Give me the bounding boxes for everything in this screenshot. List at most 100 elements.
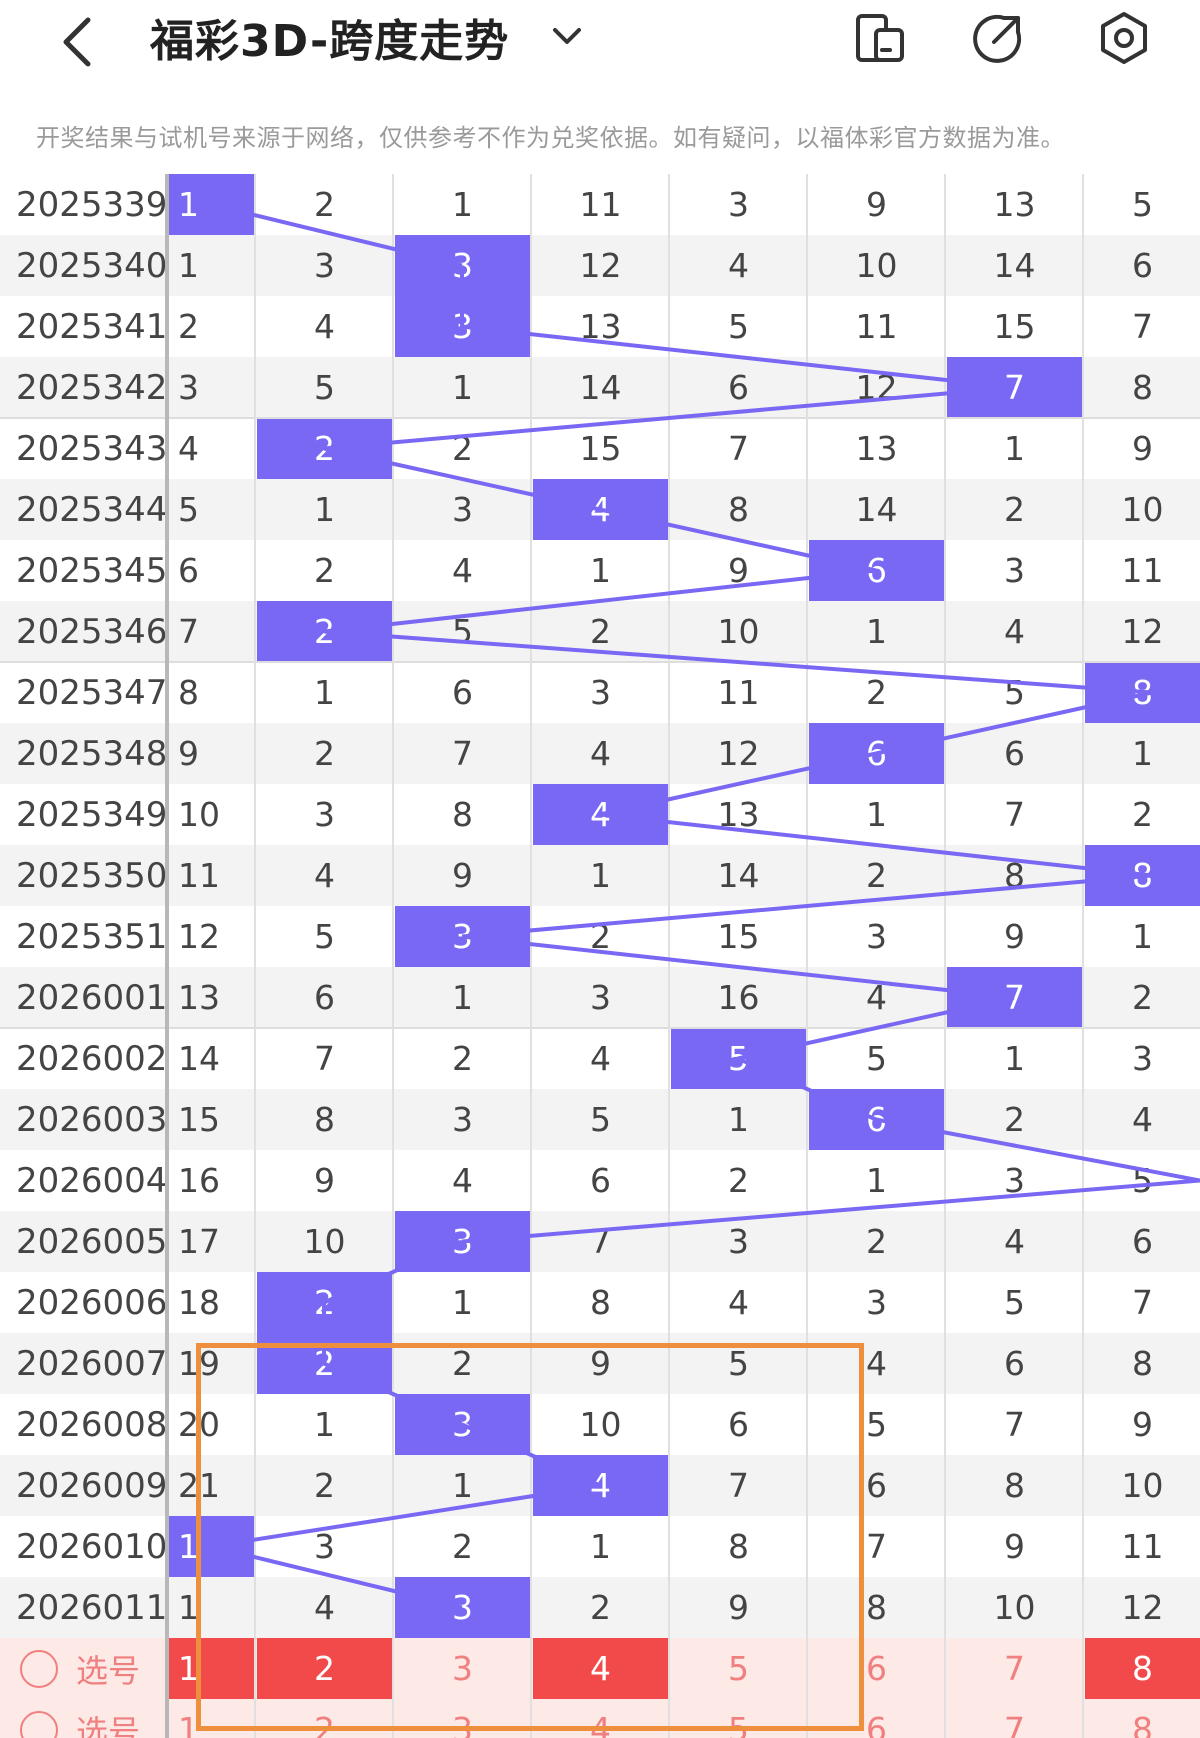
period-number: 2025346 xyxy=(16,611,168,652)
omission-cell: 9 xyxy=(728,1588,749,1627)
settings-icon[interactable] xyxy=(1096,10,1152,66)
omission-cell: 9 xyxy=(314,1161,335,1200)
share-icon[interactable] xyxy=(970,10,1026,66)
period-number: 2025341 xyxy=(16,306,168,347)
pick-row-label[interactable]: 选号 xyxy=(20,1638,140,1699)
table-row: 2025350 11 4 9 1 14 2 8 8 xyxy=(0,845,1200,906)
omission-cell: 7 xyxy=(452,734,473,773)
omission-cell: 6 xyxy=(728,368,749,407)
omission-cell: 4 xyxy=(314,856,335,895)
omission-cell: 5 xyxy=(452,612,473,651)
span-hit-cell: 8 xyxy=(1085,662,1200,723)
omission-cell: 5 xyxy=(1004,673,1025,712)
pick-number-selected[interactable]: 8 xyxy=(1085,1638,1200,1699)
period-number: 2026004 xyxy=(16,1160,168,1201)
omission-cell: 7 xyxy=(1004,795,1025,834)
omission-cell: 4 xyxy=(1004,1222,1025,1261)
trend-table: 2025339 1 2 1 11 3 9 13 5 2025340 1 3 3 12 4 10 14 6 20253… xyxy=(0,174,1200,1738)
omission-cell: 1 xyxy=(1004,429,1025,468)
omission-cell: 2 xyxy=(866,1222,887,1261)
omission-cell: 5 xyxy=(590,1100,611,1139)
omission-cell: 8 xyxy=(314,1100,335,1139)
table-row: 2025348 9 2 7 4 12 6 6 1 xyxy=(0,723,1200,784)
period-number: 2026005 xyxy=(16,1221,168,1262)
omission-cell: 8 xyxy=(1132,368,1153,407)
omission-cell: 13 xyxy=(579,307,622,346)
omission-cell: 7 xyxy=(728,429,749,468)
omission-cell: 10 xyxy=(1121,1466,1164,1505)
table-row: 2026004 16 9 4 6 2 1 3 5 xyxy=(0,1150,1200,1211)
omission-cell: 7 xyxy=(1004,1405,1025,1444)
omission-cell: 1 xyxy=(866,1161,887,1200)
omission-cell: 5 xyxy=(1132,185,1153,224)
pick-number-selected[interactable]: 4 xyxy=(533,1638,668,1699)
pick-number-selected[interactable]: 1 xyxy=(168,1638,254,1699)
omission-cell: 1 xyxy=(452,185,473,224)
pick-number[interactable]: 5 xyxy=(728,1649,749,1688)
period-number: 2025340 xyxy=(16,245,168,286)
omission-cell: 4 xyxy=(452,1161,473,1200)
omission-cell: 13 xyxy=(717,795,760,834)
page-title: 福彩3D-跨度走势 xyxy=(150,16,510,67)
omission-cell: 7 xyxy=(590,1222,611,1261)
omission-cell: 9 xyxy=(866,185,887,224)
table-row: 2025347 8 1 6 3 11 2 5 8 xyxy=(0,662,1200,723)
omission-cell: 9 xyxy=(1132,429,1153,468)
table-row: 2025340 1 3 3 12 4 10 14 6 xyxy=(0,235,1200,296)
pick-number[interactable]: 3 xyxy=(452,1649,473,1688)
omission-cell: 8 xyxy=(452,795,473,834)
pick-number[interactable]: 7 xyxy=(1004,1649,1025,1688)
omission-cell: 6 xyxy=(1132,1222,1153,1261)
omission-cell: 6 xyxy=(178,551,199,590)
omission-cell: 7 xyxy=(728,1466,749,1505)
pick-number[interactable]: 1 xyxy=(178,1710,199,1738)
pick-number[interactable]: 2 xyxy=(314,1710,335,1738)
title-dropdown[interactable]: 福彩3D-跨度走势 xyxy=(150,2,587,72)
pick-row-label[interactable]: 选号 xyxy=(20,1699,140,1738)
pick-number[interactable]: 8 xyxy=(1132,1710,1153,1738)
omission-cell: 7 xyxy=(1132,307,1153,346)
span-hit-cell: 3 xyxy=(395,235,530,296)
omission-cell: 15 xyxy=(178,1100,220,1139)
omission-cell: 8 xyxy=(866,1588,887,1627)
omission-cell: 12 xyxy=(178,917,220,956)
omission-cell: 2 xyxy=(314,551,335,590)
period-number: 2026006 xyxy=(16,1282,168,1323)
pick-number[interactable]: 6 xyxy=(866,1649,887,1688)
omission-cell: 3 xyxy=(866,917,887,956)
period-number: 2026010 xyxy=(16,1526,168,1567)
omission-cell: 4 xyxy=(866,1344,887,1383)
omission-cell: 1 xyxy=(590,551,611,590)
omission-cell: 7 xyxy=(314,1039,335,1078)
omission-cell: 3 xyxy=(178,368,199,407)
omission-cell: 7 xyxy=(866,1527,887,1566)
pick-number[interactable]: 5 xyxy=(728,1710,749,1738)
phone-layout-icon[interactable] xyxy=(852,10,908,66)
pick-number[interactable]: 3 xyxy=(452,1710,473,1738)
span-hit-cell: 4 xyxy=(533,479,668,540)
omission-cell: 3 xyxy=(1004,551,1025,590)
omission-cell: 6 xyxy=(1004,1344,1025,1383)
column-divider xyxy=(254,174,256,1738)
pick-number[interactable]: 6 xyxy=(866,1710,887,1738)
omission-cell: 9 xyxy=(590,1344,611,1383)
omission-cell: 13 xyxy=(993,185,1036,224)
pick-number[interactable]: 7 xyxy=(1004,1710,1025,1738)
pick-number-selected[interactable]: 2 xyxy=(257,1638,392,1699)
table-row: 2025344 5 1 3 4 8 14 2 10 xyxy=(0,479,1200,540)
omission-cell: 5 xyxy=(1132,1161,1153,1200)
radio-circle-icon[interactable] xyxy=(20,1649,58,1688)
omission-cell: 2 xyxy=(590,1588,611,1627)
omission-cell: 5 xyxy=(728,1344,749,1383)
omission-cell: 10 xyxy=(993,1588,1036,1627)
period-number: 2025342 xyxy=(16,367,168,408)
span-hit-cell: 2 xyxy=(257,601,392,662)
omission-cell: 3 xyxy=(590,978,611,1017)
omission-cell: 6 xyxy=(590,1161,611,1200)
omission-cell: 14 xyxy=(717,856,760,895)
period-number: 2025339 xyxy=(16,184,168,225)
radio-circle-icon[interactable] xyxy=(20,1710,58,1738)
back-icon[interactable] xyxy=(50,12,110,72)
period-number: 2026002 xyxy=(16,1038,168,1079)
pick-number[interactable]: 4 xyxy=(590,1710,611,1738)
